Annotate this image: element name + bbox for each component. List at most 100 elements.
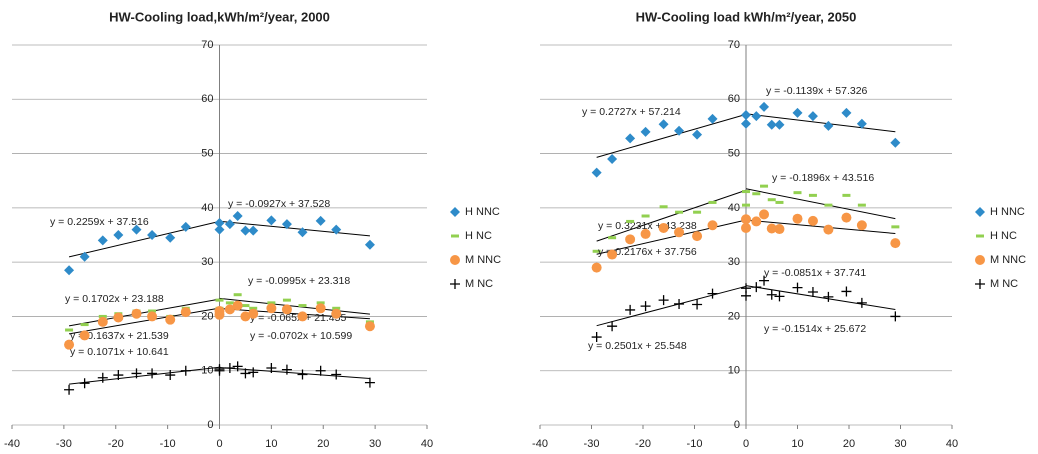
point: [625, 133, 636, 144]
point: [751, 111, 762, 122]
trendline-equation: y = 0.2176x + 37.756: [598, 246, 697, 258]
point: [841, 212, 852, 223]
point: [841, 107, 852, 118]
point: [113, 370, 124, 381]
legend-label: M NNC: [990, 254, 1026, 266]
point: [332, 306, 341, 310]
trendline-equation: y = 0.1702x + 23.188: [65, 293, 164, 305]
trendline: [596, 113, 747, 158]
point: [113, 230, 124, 240]
point: [674, 227, 685, 238]
legend-label: H NNC: [465, 206, 500, 218]
point: [842, 193, 851, 197]
point: [147, 368, 158, 379]
x-tick-label: -20: [108, 438, 124, 450]
point: [232, 361, 243, 372]
point: [79, 378, 90, 389]
point: [774, 291, 785, 302]
x-tick-label: 0: [216, 438, 222, 450]
point: [607, 321, 618, 332]
point: [180, 365, 191, 376]
legend-marker: [451, 234, 459, 238]
point: [658, 295, 669, 306]
point: [759, 209, 770, 220]
point: [708, 200, 717, 204]
point: [792, 107, 803, 118]
point: [364, 377, 375, 388]
point: [591, 332, 602, 343]
point: [281, 219, 292, 230]
point: [281, 304, 292, 315]
point: [214, 218, 225, 229]
trendline: [596, 219, 747, 255]
point: [316, 301, 325, 305]
point: [793, 191, 802, 195]
legend-marker: [450, 255, 460, 265]
point: [131, 368, 142, 379]
point: [625, 234, 636, 245]
point: [147, 230, 158, 240]
trendline-equation: y = -0.0702x + 10.599: [250, 330, 352, 342]
trendline: [745, 188, 896, 220]
point: [249, 306, 258, 310]
point: [807, 287, 818, 297]
point: [98, 314, 107, 318]
point: [180, 307, 191, 318]
point: [148, 309, 157, 313]
trendline-equation: y = -0.0995x + 23.318: [248, 275, 350, 287]
point: [248, 308, 259, 319]
point: [857, 203, 866, 207]
point: [592, 249, 601, 253]
legend-label: M NNC: [465, 254, 501, 266]
legend-label: M NC: [465, 278, 493, 290]
trendline-equation: y = -0.0851x + 37.741: [764, 267, 866, 279]
legend-label: H NNC: [990, 206, 1025, 218]
trendline: [219, 220, 370, 237]
y-tick-label: 50: [201, 147, 213, 159]
y-tick-label: 60: [201, 93, 213, 105]
point: [856, 297, 867, 308]
point: [241, 304, 250, 308]
point: [180, 221, 191, 232]
point: [741, 110, 751, 121]
point: [890, 137, 901, 148]
point: [856, 118, 867, 129]
point: [266, 215, 277, 226]
point: [64, 384, 75, 395]
point: [741, 118, 751, 129]
point: [640, 126, 651, 137]
point: [165, 370, 176, 381]
legend-marker: [450, 279, 460, 289]
trendline: [745, 285, 896, 310]
trendline-equation: y = 0.2727x + 57.214: [582, 106, 681, 118]
trendline-equation: y = 0.1637x + 21.539: [70, 330, 169, 342]
point: [751, 216, 762, 227]
point: [131, 224, 142, 235]
point: [659, 205, 668, 209]
point: [65, 328, 74, 332]
point: [266, 363, 277, 373]
point: [281, 364, 292, 375]
point: [824, 203, 833, 207]
point: [591, 167, 602, 178]
trendline: [68, 220, 220, 258]
y-tick-label: 30: [201, 256, 213, 268]
point: [297, 311, 308, 322]
point: [224, 219, 235, 230]
point: [97, 316, 108, 327]
point: [807, 215, 818, 226]
point: [674, 298, 685, 309]
y-tick-label: 70: [201, 39, 213, 51]
trendline: [68, 298, 220, 327]
point: [658, 119, 669, 130]
point: [267, 301, 276, 305]
point: [890, 311, 901, 322]
point: [214, 364, 225, 375]
point: [315, 215, 326, 226]
y-tick-label: 10: [201, 365, 213, 377]
point: [792, 213, 803, 224]
point: [692, 231, 703, 242]
point: [792, 282, 803, 293]
point: [331, 224, 342, 235]
point: [240, 368, 251, 379]
